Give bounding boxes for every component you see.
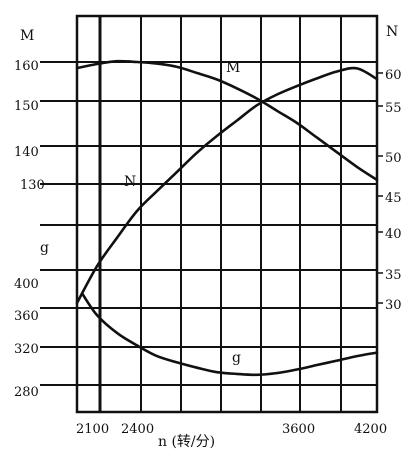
x-tick: 2400 <box>121 422 154 437</box>
x-axis-title: n (转/分) <box>158 434 215 450</box>
series-m-line <box>75 59 379 182</box>
m-tick: 160 <box>14 59 39 74</box>
n-tick: 40 <box>385 227 402 242</box>
g-tick: 320 <box>14 342 39 357</box>
curve-label-m: M <box>226 60 240 76</box>
g-tick: 360 <box>14 309 39 324</box>
m-tick: 140 <box>14 145 39 160</box>
curves <box>75 59 379 377</box>
n-tick: 60 <box>385 68 402 83</box>
x-tick: 3600 <box>282 422 315 437</box>
curve-label-n: N <box>124 174 136 190</box>
n-tick: 45 <box>385 191 402 206</box>
x-tick: 2100 <box>76 422 109 437</box>
m-axis-title: M <box>20 28 34 44</box>
m-tick: 150 <box>14 99 39 114</box>
n-tick: 55 <box>385 101 402 116</box>
series-g-line <box>81 292 379 377</box>
grid-lines <box>40 14 383 414</box>
n-tick: 30 <box>385 298 402 313</box>
n-tick: 35 <box>385 268 402 283</box>
n-axis-title: N <box>386 24 398 40</box>
series-n-line <box>75 66 379 305</box>
plot-frame <box>75 14 379 414</box>
curve-label-g: g <box>232 350 241 366</box>
g-tick: 400 <box>14 277 39 292</box>
g-axis-title: g <box>40 240 49 256</box>
n-tick: 50 <box>385 151 402 166</box>
g-tick: 280 <box>14 385 39 400</box>
x-tick: 4200 <box>354 422 387 437</box>
m-tick: 130 <box>20 178 45 193</box>
